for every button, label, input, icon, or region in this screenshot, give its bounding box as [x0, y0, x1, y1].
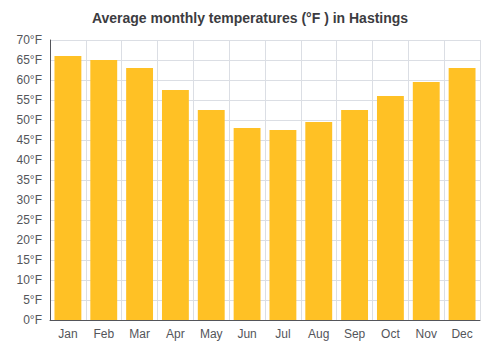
- svg-text:Average monthly temperatures (: Average monthly temperatures (°F ) in Ha…: [92, 10, 408, 26]
- svg-text:55°F: 55°F: [17, 93, 42, 107]
- svg-text:Mar: Mar: [129, 327, 150, 341]
- svg-text:60°F: 60°F: [17, 73, 42, 87]
- svg-text:25°F: 25°F: [17, 213, 42, 227]
- svg-text:15°F: 15°F: [17, 253, 42, 267]
- svg-text:Aug: Aug: [308, 327, 329, 341]
- svg-text:Nov: Nov: [416, 327, 437, 341]
- svg-text:Dec: Dec: [451, 327, 472, 341]
- svg-text:50°F: 50°F: [17, 113, 42, 127]
- svg-text:20°F: 20°F: [17, 233, 42, 247]
- svg-text:Apr: Apr: [166, 327, 185, 341]
- svg-text:May: May: [200, 327, 223, 341]
- svg-text:Jun: Jun: [237, 327, 256, 341]
- svg-text:70°F: 70°F: [17, 33, 42, 47]
- svg-text:45°F: 45°F: [17, 133, 42, 147]
- svg-text:35°F: 35°F: [17, 173, 42, 187]
- svg-text:65°F: 65°F: [17, 53, 42, 67]
- svg-text:Jul: Jul: [275, 327, 290, 341]
- svg-text:0°F: 0°F: [23, 313, 42, 327]
- svg-text:40°F: 40°F: [17, 153, 42, 167]
- svg-text:Jan: Jan: [58, 327, 77, 341]
- svg-text:Oct: Oct: [381, 327, 400, 341]
- svg-text:Sep: Sep: [344, 327, 366, 341]
- svg-text:10°F: 10°F: [17, 273, 42, 287]
- svg-text:Feb: Feb: [93, 327, 114, 341]
- svg-text:5°F: 5°F: [23, 293, 42, 307]
- svg-text:30°F: 30°F: [17, 193, 42, 207]
